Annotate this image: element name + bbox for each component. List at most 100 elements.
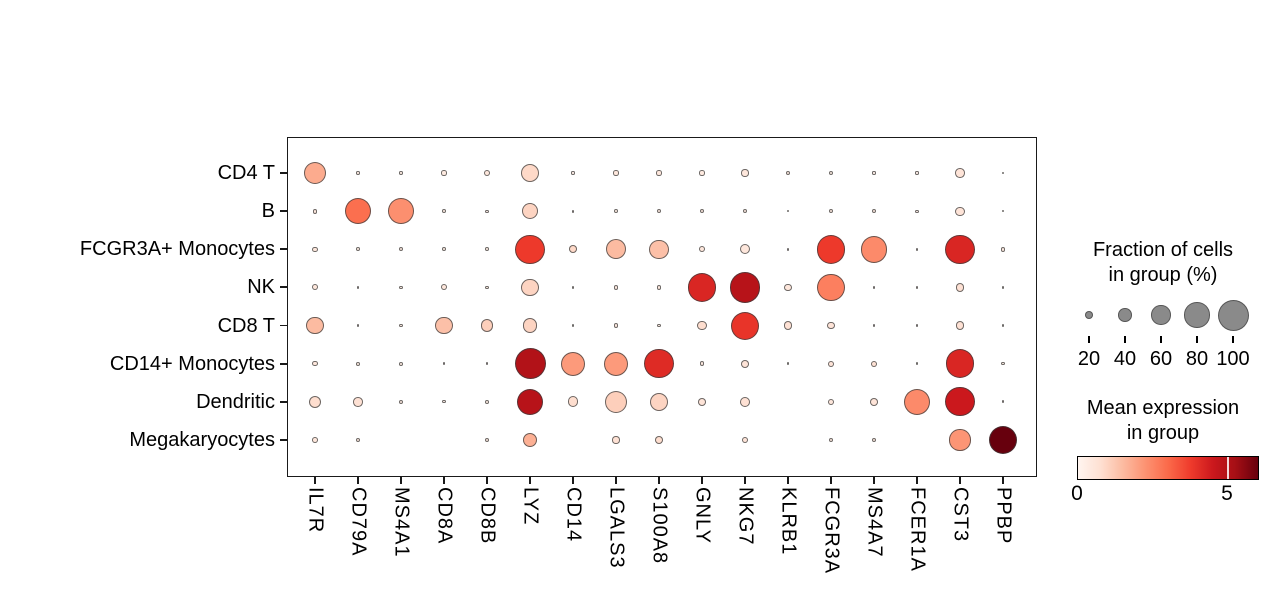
colorbar-tick-5 — [1226, 457, 1229, 479]
y-tick-label: B — [261, 200, 275, 223]
x-tick — [787, 477, 789, 484]
expression-dot — [311, 284, 319, 291]
expression-dot — [603, 351, 628, 376]
expression-dot — [949, 429, 971, 451]
expression-dot — [485, 209, 489, 213]
size-legend-title-line1: Fraction of cells — [1092, 239, 1234, 261]
expression-dot — [560, 351, 585, 376]
expression-dot — [697, 320, 707, 331]
expression-dot — [742, 208, 748, 214]
size-legend-tick-label: 20 — [1077, 348, 1101, 370]
x-tick-label: MS4A1 — [390, 487, 413, 558]
expression-dot — [729, 272, 761, 303]
expression-dot — [613, 323, 619, 328]
y-tick — [280, 248, 287, 251]
expression-dot — [308, 395, 322, 408]
expression-dot — [816, 234, 846, 264]
x-tick — [916, 477, 918, 484]
expression-dot — [1000, 246, 1006, 252]
size-legend-tick — [1124, 336, 1126, 343]
expression-dot — [915, 324, 919, 327]
y-tick-label: CD4 T — [217, 162, 275, 184]
x-tick — [615, 477, 617, 484]
expression-dot — [817, 273, 845, 302]
expression-dot — [945, 349, 975, 379]
expression-dot — [870, 397, 878, 406]
x-tick — [744, 477, 746, 484]
x-tick — [443, 477, 445, 484]
expression-dot — [614, 209, 618, 213]
expression-dot — [872, 285, 876, 289]
y-tick — [280, 172, 287, 174]
y-tick — [280, 362, 287, 365]
expression-dot — [698, 397, 706, 406]
expression-dot — [872, 171, 876, 175]
y-tick — [280, 438, 287, 441]
expression-dot — [569, 245, 577, 254]
expression-dot — [442, 362, 446, 366]
x-tick-label: CD8B — [476, 487, 499, 545]
x-tick — [658, 477, 660, 484]
expression-dot — [442, 400, 446, 404]
expression-dot — [522, 432, 538, 448]
expression-dot — [1001, 361, 1005, 366]
expression-dot — [1001, 324, 1005, 327]
x-tick — [572, 477, 574, 484]
expression-dot — [485, 247, 489, 252]
expression-dot — [312, 208, 318, 214]
expression-dot — [945, 234, 975, 265]
x-tick — [486, 477, 488, 484]
x-tick-label: MS4A7 — [863, 487, 886, 558]
expression-dot — [442, 209, 446, 213]
x-tick-label: GNLY — [691, 487, 714, 544]
expression-dot — [903, 388, 931, 415]
expression-dot — [784, 283, 792, 292]
expression-dot — [522, 203, 538, 220]
y-tick — [280, 286, 287, 289]
x-tick — [701, 477, 703, 484]
expression-dot — [730, 311, 760, 340]
expression-dot — [388, 198, 414, 225]
x-tick-label: KLRB1 — [777, 487, 800, 556]
expression-dot — [521, 278, 539, 296]
expression-dot — [571, 286, 575, 289]
y-tick — [280, 400, 287, 403]
expression-dot — [786, 247, 790, 251]
expression-dot — [399, 171, 403, 175]
size-legend-tick-label: 80 — [1185, 348, 1209, 370]
size-legend-dot — [1217, 299, 1249, 331]
expression-dot — [399, 361, 403, 366]
x-tick-label: CD8A — [433, 487, 456, 545]
expression-dot — [344, 197, 372, 225]
x-tick-label: PPBP — [992, 487, 1015, 545]
expression-dot — [687, 272, 717, 302]
size-legend-tick — [1160, 336, 1162, 343]
expression-dot — [441, 170, 447, 176]
expression-dot — [827, 360, 835, 367]
x-tick — [357, 477, 359, 484]
expression-dot — [356, 324, 360, 327]
expression-dot — [945, 387, 975, 417]
size-legend-dot — [1184, 302, 1210, 328]
expression-dot — [612, 436, 620, 444]
expression-dot — [435, 317, 453, 335]
color-legend-title-line1: Mean expression — [1086, 397, 1240, 419]
expression-dot — [988, 425, 1018, 455]
x-tick — [830, 477, 832, 484]
expression-dot — [356, 285, 360, 289]
expression-dot — [440, 284, 448, 291]
expression-dot — [915, 171, 919, 175]
y-tick-label: CD8 T — [217, 314, 275, 337]
expression-dot — [355, 437, 360, 442]
expression-dot — [606, 239, 626, 260]
expression-dot — [398, 247, 404, 252]
expression-dot — [312, 246, 318, 252]
expression-dot — [1001, 286, 1005, 289]
expression-dot — [515, 234, 545, 265]
colorbar-tick-label: 5 — [1221, 482, 1233, 505]
x-tick — [400, 477, 402, 484]
y-tick-label: Megakaryocytes — [129, 428, 275, 451]
expression-dot — [522, 318, 538, 333]
expression-dot — [828, 437, 833, 442]
